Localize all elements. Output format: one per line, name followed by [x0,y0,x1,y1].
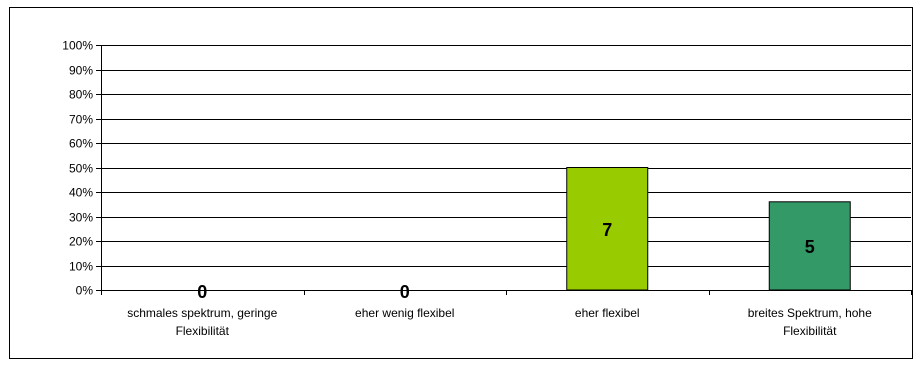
data-label: 7 [602,220,612,240]
data-label: 0 [197,282,207,302]
y-tick-label: 70% [69,113,93,127]
y-tick-label: 0% [76,284,94,298]
y-tick-label: 30% [69,211,93,225]
y-tick-label: 100% [62,39,93,53]
category-label: Flexibilität [783,324,837,338]
category-label: eher flexibel [575,306,640,320]
y-tick-label: 60% [69,137,93,151]
y-tick-label: 90% [69,64,93,78]
data-label: 5 [805,237,815,257]
data-label: 0 [400,282,410,302]
y-tick-label: 10% [69,260,93,274]
y-tick-label: 80% [69,88,93,102]
category-label: breites Spektrum, hohe [748,306,872,320]
chart-area [9,7,913,359]
y-tick-label: 40% [69,186,93,200]
y-tick-label: 20% [69,235,93,249]
category-label: eher wenig flexibel [355,306,454,320]
category-label: schmales spektrum, geringe [127,306,277,320]
y-tick-label: 50% [69,162,93,176]
category-label: Flexibilität [176,324,230,338]
